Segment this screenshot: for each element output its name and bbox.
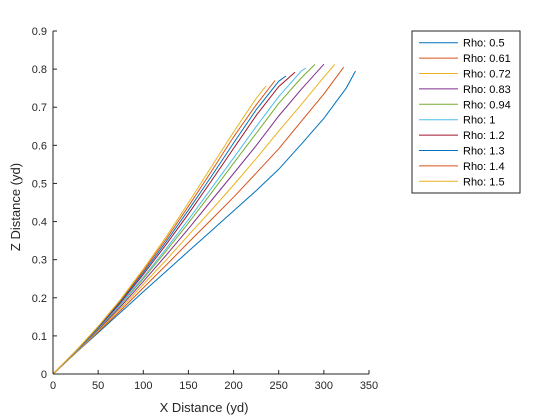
x-tick-label: 50 xyxy=(92,380,104,392)
y-tick-label: 0 xyxy=(41,369,47,381)
series-line-9 xyxy=(52,80,276,375)
y-tick-label: 0.1 xyxy=(32,331,47,343)
y-tick-label: 0.7 xyxy=(32,102,47,114)
legend-label: Rho: 0.94 xyxy=(463,99,511,111)
x-tick-label: 100 xyxy=(134,380,152,392)
legend: Rho: 0.5 Rho: 0.61 Rho: 0.72 Rho: 0.83 Rho: … xyxy=(411,30,521,194)
series-line-1 xyxy=(52,70,356,375)
legend-label: Rho: 1.4 xyxy=(463,161,505,173)
y-tick-label: 0.9 xyxy=(32,26,47,38)
series-line-8 xyxy=(52,75,287,375)
y-tick-label: 0.2 xyxy=(32,293,47,305)
tick-labels: 0 50 100 150 200 250 300 350 0 0.1 0.2 0.3 0.4 0.5 0.6… xyxy=(32,26,378,392)
y-axis-title: Z Distance (yd) xyxy=(8,163,23,251)
legend-label: Rho: 1.2 xyxy=(463,130,505,142)
series-line-2 xyxy=(52,66,345,375)
legend-label: Rho: 1 xyxy=(463,115,495,127)
legend-label: Rho: 1.3 xyxy=(463,146,505,158)
series-line-6 xyxy=(52,67,307,375)
series-line-10 xyxy=(52,85,267,375)
x-tick-label: 150 xyxy=(179,380,197,392)
y-tick-label: 0.4 xyxy=(32,217,47,229)
legend-label: Rho: 0.61 xyxy=(463,53,511,65)
y-tick-label: 0.8 xyxy=(32,64,47,76)
series-line-7 xyxy=(52,71,296,375)
legend-label: Rho: 0.5 xyxy=(463,38,505,50)
legend-label: Rho: 0.72 xyxy=(463,69,511,81)
x-tick-label: 200 xyxy=(224,380,242,392)
x-tick-label: 250 xyxy=(270,380,288,392)
y-tick-label: 0.6 xyxy=(32,140,47,152)
x-tick-label: 300 xyxy=(315,380,333,392)
y-tick-label: 0.5 xyxy=(32,178,47,190)
series-line-3 xyxy=(52,64,336,375)
y-tick-label: 0.3 xyxy=(32,255,47,267)
legend-label: Rho: 1.5 xyxy=(463,176,505,188)
x-axis-title: X Distance (yd) xyxy=(160,400,249,415)
x-tick-label: 350 xyxy=(360,380,378,392)
legend-label: Rho: 0.83 xyxy=(463,84,511,96)
series-line-4 xyxy=(52,63,325,375)
x-tick-label: 0 xyxy=(50,380,56,392)
series-lines xyxy=(52,63,356,375)
axes xyxy=(52,30,370,375)
